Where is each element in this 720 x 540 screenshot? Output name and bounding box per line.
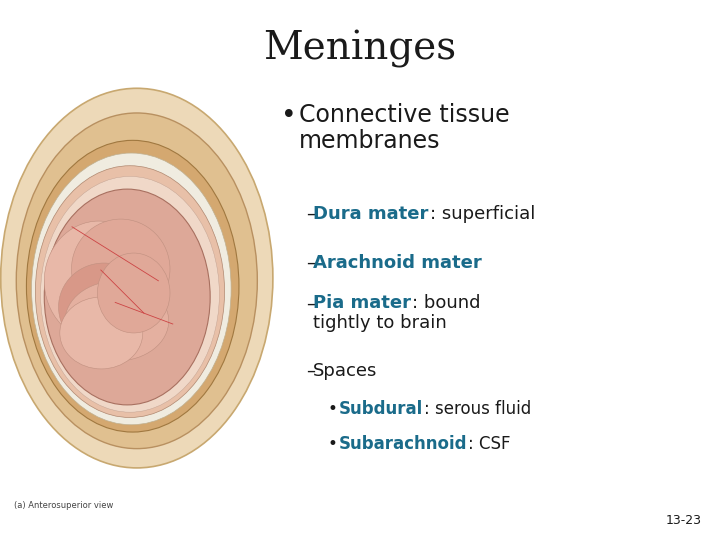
Text: –: – <box>306 254 315 272</box>
Ellipse shape <box>32 153 231 425</box>
Ellipse shape <box>58 263 149 351</box>
Ellipse shape <box>71 219 170 319</box>
Ellipse shape <box>65 281 168 361</box>
Text: Subarachnoid: Subarachnoid <box>338 435 467 453</box>
Text: : serous fluid: : serous fluid <box>423 400 531 417</box>
Text: –: – <box>306 294 315 312</box>
Ellipse shape <box>97 253 170 333</box>
Ellipse shape <box>27 140 239 432</box>
Text: –: – <box>306 205 315 223</box>
Text: Arachnoid mater: Arachnoid mater <box>313 254 482 272</box>
Ellipse shape <box>45 189 210 405</box>
Ellipse shape <box>60 297 143 369</box>
Text: : bound: : bound <box>412 294 481 312</box>
Text: –: – <box>306 362 315 380</box>
Text: tightly to brain: tightly to brain <box>313 314 447 333</box>
Text: Spaces: Spaces <box>313 362 377 380</box>
Text: Subdural: Subdural <box>338 400 423 417</box>
Text: membranes: membranes <box>299 129 441 153</box>
Text: Meninges: Meninges <box>264 30 456 68</box>
Text: •: • <box>328 435 338 453</box>
Ellipse shape <box>1 88 273 468</box>
Text: •: • <box>328 400 338 417</box>
Text: •: • <box>281 103 297 129</box>
Text: Pia mater: Pia mater <box>313 294 411 312</box>
Ellipse shape <box>40 177 220 412</box>
Text: Dura mater: Dura mater <box>313 205 428 223</box>
Ellipse shape <box>35 166 225 417</box>
Text: : CSF: : CSF <box>468 435 510 453</box>
Ellipse shape <box>17 113 257 449</box>
Text: Connective tissue: Connective tissue <box>299 103 510 126</box>
Text: : superficial: : superficial <box>430 205 535 223</box>
Text: 13-23: 13-23 <box>666 514 702 526</box>
Ellipse shape <box>45 221 153 341</box>
Text: (a) Anterosuperior view: (a) Anterosuperior view <box>14 501 114 510</box>
